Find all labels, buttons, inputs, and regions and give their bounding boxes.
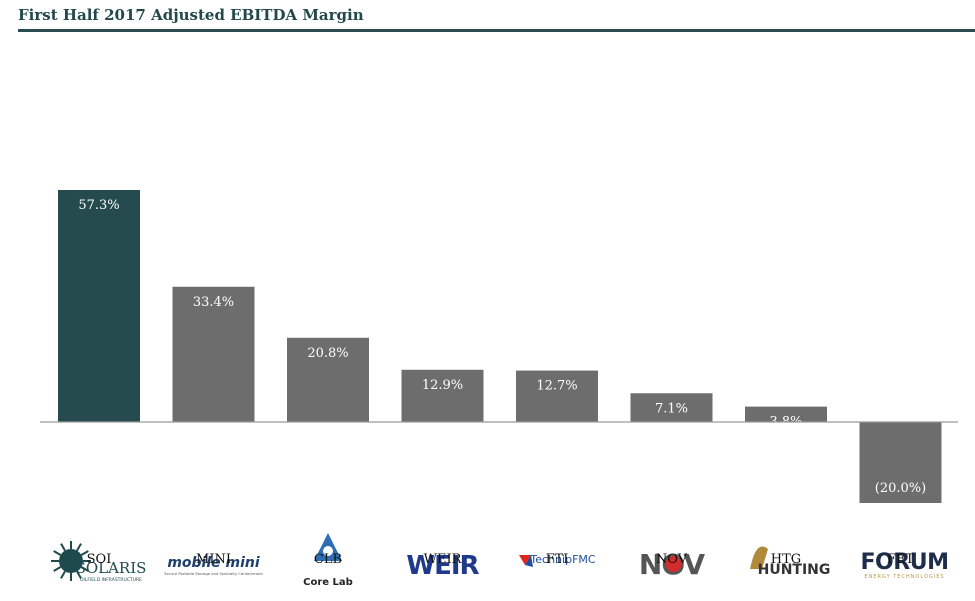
data-label: 12.9% xyxy=(422,378,463,393)
category-tick-label: WEIR xyxy=(424,552,463,567)
data-label: (20.0%) xyxy=(875,481,926,496)
logo-text: Core Lab xyxy=(303,577,353,588)
chart-title: First Half 2017 Adjusted EBITDA Margin xyxy=(18,6,364,24)
core-lab-circle-icon xyxy=(321,544,335,558)
logo-subtext: OILFIELD INFRASTRUCTURE xyxy=(80,577,142,583)
bar-soi xyxy=(58,190,140,422)
logo-text: FORUM xyxy=(861,550,949,575)
data-label: 33.4% xyxy=(193,295,234,310)
bar-weir xyxy=(401,369,484,422)
logo-subtext: ENERGY TECHNOLOGIES xyxy=(864,574,944,580)
bar-nov xyxy=(630,393,713,422)
sun-burst-icon xyxy=(59,549,83,573)
bar-fet xyxy=(859,422,942,503)
sun-ray-icon xyxy=(76,570,82,579)
sun-ray-icon xyxy=(60,543,66,552)
sun-ray-icon xyxy=(53,550,62,556)
logo-text: HUNTING xyxy=(758,562,831,578)
category-tick-label: MINI xyxy=(196,552,231,567)
sun-ray-icon xyxy=(80,550,89,556)
category-tick-label: HTG xyxy=(771,552,801,567)
category-tick-label: FTI xyxy=(546,552,569,567)
technipfmc-arrow-icon xyxy=(525,555,533,567)
sun-ray-icon xyxy=(76,543,82,552)
data-label: 7.1% xyxy=(655,401,688,416)
category-tick-label: FET xyxy=(887,552,915,567)
category-tick-label: SOI xyxy=(87,552,112,567)
sun-ray-icon xyxy=(80,566,89,572)
logo-htg: HUNTING xyxy=(750,546,831,578)
nov-red-o-icon xyxy=(665,556,682,572)
bar-clb xyxy=(287,337,369,422)
data-label: 12.7% xyxy=(536,379,577,394)
logo-text: mobile mini xyxy=(167,555,260,571)
logo-nov: NOV xyxy=(639,548,706,581)
technipfmc-arrow-icon xyxy=(519,555,531,565)
category-tick-label: NOV xyxy=(656,552,688,567)
bar-htg xyxy=(745,406,827,422)
data-label: 20.8% xyxy=(307,346,348,361)
logo-text: WEIR xyxy=(406,551,479,581)
logo-subtext: Secure Portable Storage and Specialty Co… xyxy=(164,571,263,576)
logo-clb: Core Lab xyxy=(303,533,353,588)
hunting-horn-icon xyxy=(750,546,768,569)
data-label: 57.3% xyxy=(78,198,119,213)
logo-weir: WEIR xyxy=(406,551,480,581)
logo-fti: TechnipFMC xyxy=(519,553,596,567)
sun-ray-icon xyxy=(53,566,62,572)
bar-fti xyxy=(516,370,598,422)
title-rule xyxy=(18,29,975,32)
sun-ray-icon xyxy=(60,570,66,579)
logo-text: SOLARIS xyxy=(76,559,147,577)
bar-mini xyxy=(172,286,255,422)
category-tick-label: CLB xyxy=(314,552,342,567)
logo-text: TechnipFMC xyxy=(529,553,595,566)
